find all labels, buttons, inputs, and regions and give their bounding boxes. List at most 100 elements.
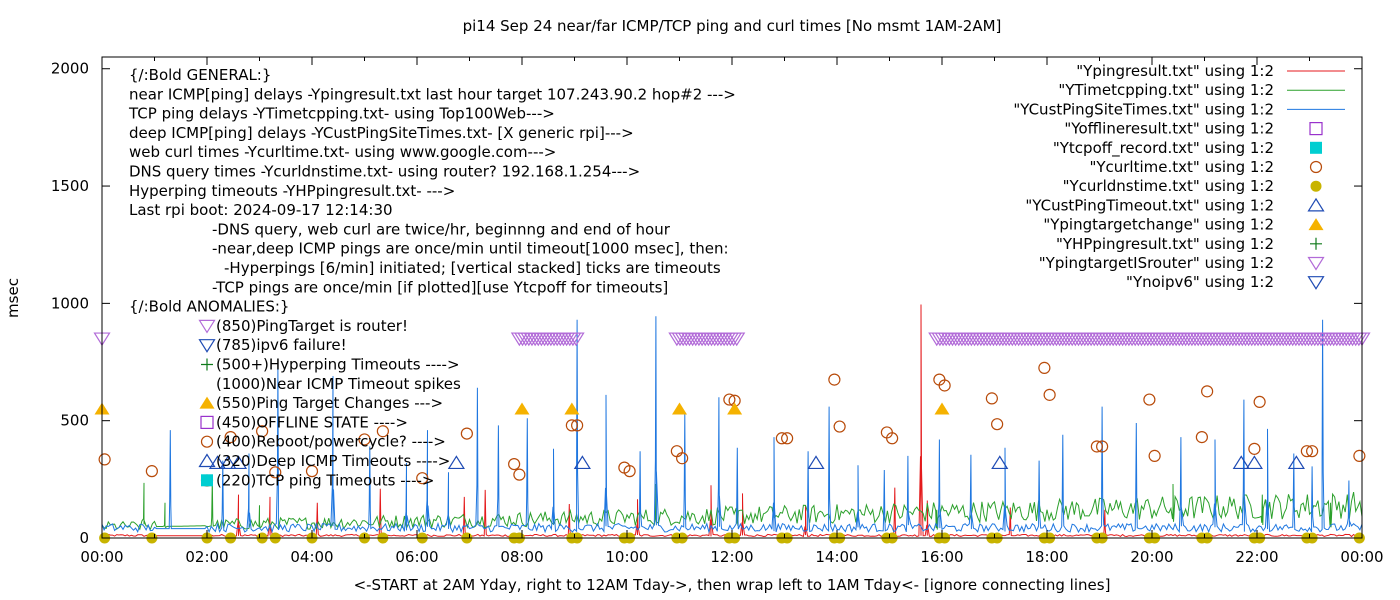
legend-swatch-5	[1309, 160, 1323, 174]
x-tick-label-1: 02:00	[185, 548, 228, 566]
series-point-5-33	[1090, 440, 1103, 453]
annotation-line-18: (450)OFFLINE STATE ---->	[216, 413, 408, 431]
series-point-7-2	[229, 455, 248, 470]
series-point-5-30	[991, 418, 1004, 431]
annotation-line-1: near ICMP[ping] delays -Ypingresult.txt …	[129, 85, 736, 103]
legend-entry-4: "Ytcpoff_record.txt" using 1:2	[1053, 139, 1274, 158]
annotation-line-6: Hyperping timeouts -YHPpingresult.txt- -…	[129, 182, 455, 200]
annotation-line-21: (220)TCP ping Timeouts ---->	[216, 471, 434, 489]
series-point-5-16	[623, 465, 636, 478]
legend-swatch-10	[1307, 256, 1325, 271]
legend-swatch-8	[1308, 218, 1324, 231]
series-point-5-1	[145, 465, 158, 478]
legend-entry-9: "YHPpingresult.txt" using 1:2	[1056, 235, 1274, 253]
series-point-5-23	[828, 373, 841, 386]
annotation-line-15: (500+)Hyperping Timeouts ---->	[216, 356, 460, 374]
series-point-7-8	[1245, 455, 1263, 470]
annotation-line-17: (550)Ping Target Changes --->	[216, 394, 443, 412]
series-point-5-31	[1038, 361, 1051, 374]
series-point-5-11	[508, 457, 521, 471]
band-marker	[728, 332, 746, 347]
annotation-line-14: (785)ipv6 failure!	[216, 336, 347, 354]
legend-entry-0: "Ypingresult.txt" using 1:2	[1076, 62, 1274, 80]
legend-entry-5: "Ycurltime.txt" using 1:2	[1089, 158, 1274, 176]
series-point-5-37	[1195, 431, 1208, 444]
chart-title: pi14 Sep 24 near/far ICMP/TCP ping and c…	[463, 17, 1002, 35]
series-point-8-2	[564, 402, 580, 415]
series-band-10-1	[668, 332, 746, 347]
y-tick-label-0: 0	[79, 529, 89, 547]
annotation-line-0: {/:Bold GENERAL:}	[129, 66, 271, 84]
legend-swatch-9	[1310, 237, 1322, 250]
series-point-7-4	[573, 455, 591, 470]
legend-entry-6: "Ycurldnstime.txt" using 1:2	[1063, 177, 1274, 195]
series-point-5-39	[1248, 442, 1261, 455]
x-tick-label-8: 16:00	[920, 548, 963, 566]
series-point-7-0	[208, 455, 227, 470]
legend-entry-2: "YCustPingSiteTimes.txt" using 1:2	[1013, 100, 1274, 118]
annotation-line-12: {/:Bold ANOMALIES:}	[129, 298, 289, 316]
annotation-line-20: (320)Deep ICMP Timeouts ---->	[216, 452, 450, 470]
x-tick-label-0: 00:00	[80, 548, 123, 566]
x-tick-label-11: 22:00	[1235, 548, 1278, 566]
annotation-marker-20	[198, 453, 216, 468]
annotation-line-4: web curl times -Ycurltime.txt- using www…	[129, 143, 556, 161]
series-point-5-14	[571, 419, 584, 432]
annotation-marker-19	[200, 435, 214, 448]
series-point-5-18	[676, 452, 689, 465]
x-tick-label-6: 12:00	[710, 548, 753, 566]
series-point-5-35	[1143, 393, 1156, 406]
series-point-5-28	[938, 379, 951, 392]
legend-entry-1: "YTimetcpping.txt" using 1:2	[1058, 81, 1274, 99]
legend-entry-7: "YCustPingTimeout.txt" using 1:2	[1025, 196, 1274, 214]
annotation-line-19: (400)Reboot/powercycle? ---->	[216, 433, 446, 451]
series-point-7-5	[807, 455, 825, 470]
series-point-7-6	[991, 455, 1009, 470]
annotation-marker-17	[199, 396, 215, 409]
annotation-line-10: -Hyperpings [6/min] initiated; [vertical…	[224, 259, 721, 277]
legend-swatch-7	[1307, 197, 1325, 212]
series-point-7-3	[447, 455, 465, 470]
y-axis-label: msec	[4, 278, 22, 318]
series-point-8-3	[672, 402, 687, 415]
annotation-marker-18	[200, 415, 214, 429]
series-point-5-7	[358, 433, 371, 446]
series-point-5-36	[1148, 449, 1161, 462]
x-tick-label-10: 20:00	[1130, 548, 1173, 566]
legend-swatch-4	[1310, 141, 1322, 154]
annotation-line-2: TCP ping delays -YTimetcpping.txt- using…	[128, 105, 555, 123]
y-tick-label-3: 1500	[51, 177, 89, 195]
series-point-5-22	[781, 432, 794, 445]
series-point-5-42	[1306, 445, 1319, 458]
x-axis-label: <-START at 2AM Yday, right to 12AM Tday-…	[354, 576, 1111, 594]
series-point-8-1	[514, 402, 530, 415]
series-point-5-29	[985, 392, 998, 405]
annotation-marker-14	[198, 339, 216, 353]
annotation-line-8: -DNS query, web curl are twice/hr, begin…	[212, 220, 671, 238]
x-tick-label-2: 04:00	[290, 548, 333, 566]
legend-entry-8: "Ypingtargetchange" using 1:2	[1043, 216, 1274, 234]
x-tick-label-3: 06:00	[395, 548, 438, 566]
annotation-line-5: DNS query times -Ycurldnstime.txt- using…	[129, 163, 640, 181]
y-tick-label-1: 500	[60, 412, 89, 430]
series-point-5-19	[723, 393, 736, 406]
x-tick-label-5: 10:00	[605, 548, 648, 566]
legend-entry-3: "Yofflineresult.txt" using 1:2	[1064, 120, 1274, 138]
annotation-line-9: -near,deep ICMP pings are once/min until…	[212, 240, 729, 258]
annotation-marker-21	[201, 474, 213, 487]
series-band-10-0	[510, 332, 585, 347]
series-point-5-9	[416, 472, 429, 485]
series-point-5-8	[376, 425, 389, 438]
annotation-line-13: (850)PingTarget is router!	[216, 317, 408, 335]
annotation-layer: {/:Bold GENERAL:}near ICMP[ping] delays …	[128, 66, 736, 489]
legend-swatch-6	[1310, 180, 1322, 192]
series-point-5-6	[305, 465, 319, 478]
series-point-8-5	[934, 402, 950, 415]
series-point-5-21	[775, 432, 788, 445]
series-point-5-40	[1253, 395, 1266, 409]
x-tick-label-12: 00:00	[1340, 548, 1383, 566]
x-tick-label-7: 14:00	[815, 548, 858, 566]
annotation-line-11: -TCP pings are once/min [if plotted][use…	[212, 278, 668, 296]
annotation-marker-13	[198, 319, 216, 334]
series-point-5-41	[1300, 445, 1313, 458]
